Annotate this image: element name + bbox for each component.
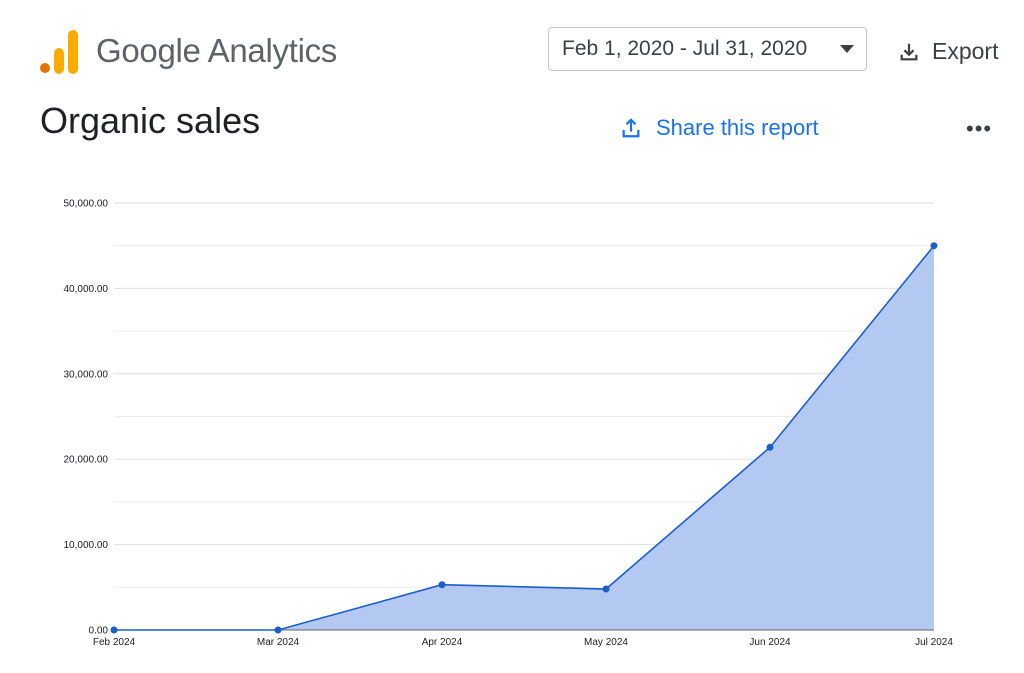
series-line [114,245,935,631]
series-area [114,245,934,630]
brand: Google Analytics [40,28,337,74]
x-tick-label: Jun 2024 [749,637,791,648]
x-tick-label: Feb 2024 [93,637,136,648]
caret-down-icon [840,45,854,53]
date-range-value: Feb 1, 2020 - Jul 31, 2020 [562,37,808,60]
share-label: Share this report [656,115,819,140]
data-point-mar-2024 [274,626,282,634]
x-tick-label: May 2024 [584,637,628,648]
date-range-selector[interactable]: Feb 1, 2020 - Jul 31, 2020 [548,27,867,71]
data-point-jul-2024 [930,242,938,250]
report-header: Google Analytics Organic sales Feb 1, 20… [0,0,1024,180]
x-tick-label: Mar 2024 [257,637,300,648]
x-tick-label: Jul 2024 [915,637,953,648]
page-title: Organic sales [40,100,261,141]
y-tick-label: 50,000.00 [64,199,109,210]
more-horizontal-icon: ••• [966,116,993,141]
y-tick-label: 40,000.00 [64,284,109,295]
data-point-apr-2024 [438,581,446,589]
export-button[interactable]: Export [898,38,998,65]
google-analytics-logo-icon [40,30,78,74]
y-tick-label: 10,000.00 [64,540,109,551]
y-tick-label: 20,000.00 [64,455,109,466]
data-point-may-2024 [602,585,610,593]
x-tick-label: Apr 2024 [422,637,463,648]
data-point-feb-2024 [110,626,118,634]
brand-name: Google Analytics [96,32,338,69]
download-icon [900,43,918,60]
data-point-jun-2024 [766,443,774,451]
y-tick-label: 0.00 [89,626,109,637]
y-tick-label: 30,000.00 [64,369,109,380]
export-label: Export [932,38,999,64]
more-options-button[interactable]: ••• [966,116,992,142]
share-report-button[interactable]: Share this report [620,115,819,141]
organic-sales-chart: 0.00 10,000.00 20,000.00 30,000.00 40,000.00… [64,199,954,649]
upload-share-icon [622,118,640,138]
